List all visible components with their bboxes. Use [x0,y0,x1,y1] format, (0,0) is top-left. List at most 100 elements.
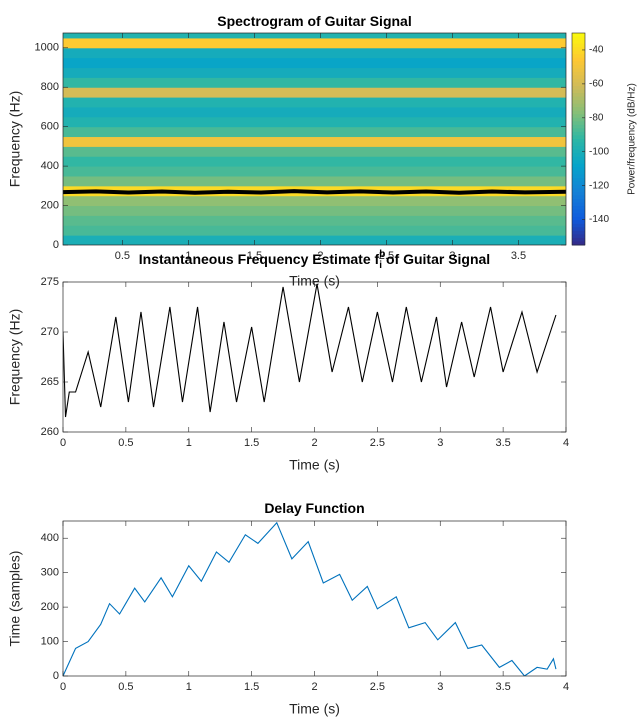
x-tick-label: 2.5 [379,250,394,262]
y-tick-label: 260 [41,426,59,438]
colorbar-cell [572,188,585,193]
colorbar-cell [572,68,585,73]
heat-cell [63,77,566,88]
title-sup: b [379,249,385,260]
colorbar-cell [572,146,585,151]
heat-cell [63,235,566,245]
title-text: Delay Function [264,500,364,516]
colorbar-cell [572,117,585,122]
x-tick-label: 1.5 [244,681,259,693]
colorbar-cell [572,174,585,179]
y-tick-label: 100 [41,635,59,647]
title-symbol: f [375,251,380,267]
colorbar-cell [572,181,585,186]
heat-cell [63,175,566,187]
colorbar-cell [572,89,585,94]
x-tick-label: 3.5 [495,681,510,693]
x-tick-label: 2.5 [370,437,385,449]
colorbar-cell [572,103,585,108]
colorbar-cell [572,47,585,52]
axes-frame [62,520,567,677]
colorbar-cell [572,71,585,76]
colorbar-cell [572,227,585,232]
colorbar-cell [572,195,585,200]
heat-cell [63,97,566,108]
colorbar-cell [572,121,585,126]
colorbar-tick-label: -120 [589,180,609,191]
colorbar-cell [572,192,585,197]
x-tick-label: 3 [437,437,443,449]
x-tick-label: 2 [311,437,317,449]
colorbar-cell [572,163,585,168]
colorbar-cell [572,213,585,218]
colorbar-cell [572,124,585,129]
colorbar-cell [572,131,585,136]
colorbar-tick-label: -40 [589,45,604,56]
colorbar-cell [572,61,585,66]
colorbar-cell [572,128,585,133]
x-tick-label: 4 [563,437,569,449]
colorbar-cell [572,170,585,175]
colorbar-cell [572,57,585,62]
heat-cell [63,33,566,39]
x-tick-label: 0 [60,681,66,693]
x-tick-label: 1.5 [244,437,259,449]
heat-cell [63,146,566,157]
y-axis-label: Frequency (Hz) [7,91,23,187]
title-end: of Guitar Signal [382,251,490,267]
colorbar-cell [572,220,585,225]
y-tick-label: 275 [41,276,59,288]
axes-frame [62,32,567,246]
x-tick-label: 3 [437,681,443,693]
data-line [63,521,557,676]
colorbar-cell [572,110,585,115]
title-text: Instantaneous Frequency Estimate [139,251,375,267]
colorbar-cell [572,54,585,59]
x-tick-label: 2 [311,681,317,693]
colorbar-cell [572,96,585,101]
colorbar-cell [572,149,585,154]
colorbar-frame [571,32,586,246]
colorbar-cell [572,167,585,172]
y-tick-label: 0 [53,239,59,251]
title-sub: i [379,260,382,271]
x-tick-label: 3.5 [495,437,510,449]
x-tick-label: 2.5 [370,681,385,693]
plot-area [63,521,557,676]
colorbar-cell [572,43,585,48]
colorbar-cell [572,160,585,165]
colorbar-cell [572,156,585,161]
colorbar-cell [572,33,585,38]
chart-title: Delay Function [264,500,364,516]
chart-title: Instantaneous Frequency Estimate fb i of … [139,249,490,271]
heat-cell [63,57,566,69]
colorbar-cell [572,139,585,144]
heat-cell [63,156,566,167]
plot-area [63,283,557,418]
colorbar-tick-label: -100 [589,146,609,157]
colorbar-cell [572,209,585,214]
title-text: Spectrogram of Guitar Signal [217,13,411,29]
x-tick-label: 4 [563,681,569,693]
y-tick-label: 0 [53,670,59,682]
x-tick-label: 0 [60,437,66,449]
x-tick-label: 1.5 [247,250,262,262]
colorbar-cell [572,184,585,189]
colorbar-tick-label: -60 [589,79,604,90]
colorbar-cell [572,64,585,69]
heat-cell [63,166,566,177]
colorbar-cell [572,82,585,87]
colorbar-cell [572,216,585,221]
heat-cell [63,205,566,216]
chart-title: Spectrogram of Guitar Signal [217,13,411,29]
x-tick-label: 2 [317,250,323,262]
colorbar-cell [572,199,585,204]
x-tick-label: 1 [185,250,191,262]
colorbar-cell [572,223,585,228]
colorbar-cell [572,206,585,211]
x-tick-label: 1 [186,681,192,693]
colorbar-cell [572,202,585,207]
y-tick-label: 265 [41,376,59,388]
colorbar-cell [572,50,585,55]
